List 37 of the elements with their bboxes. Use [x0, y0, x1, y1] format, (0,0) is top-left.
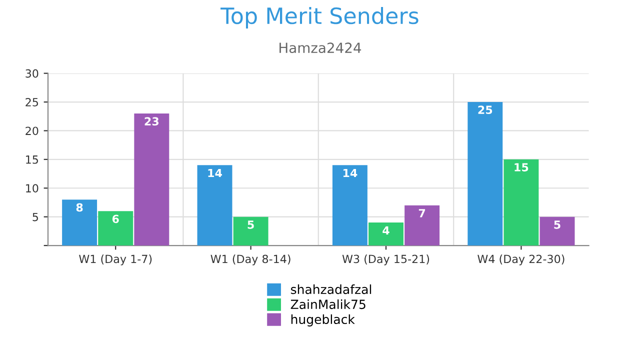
bar — [468, 102, 503, 246]
data-label: 6 — [112, 214, 119, 224]
data-label: 5 — [248, 220, 254, 229]
bar — [332, 165, 368, 246]
y-tick-label: 15 — [26, 156, 38, 164]
legend-label: hugeblack — [291, 314, 355, 326]
data-label: 8 — [76, 203, 83, 212]
legend-label: ZainMalik75 — [290, 299, 366, 310]
data-label: 5 — [554, 220, 560, 229]
data-label: 4 — [382, 226, 390, 234]
bar — [404, 205, 440, 246]
data-label: 14 — [343, 168, 358, 178]
chart-subtitle: Hamza2424 — [280, 42, 362, 54]
bar — [540, 216, 575, 246]
y-tick-label: 20 — [26, 126, 38, 136]
bar — [62, 200, 98, 246]
bar — [368, 222, 404, 246]
legend-label: shahzadafzal — [290, 284, 372, 294]
x-tick-label: W4 (Day 22-30) — [478, 254, 564, 266]
data-label: 7 — [418, 209, 426, 218]
bar — [98, 211, 134, 246]
data-label: 25 — [478, 106, 492, 114]
data-label: 14 — [208, 168, 222, 178]
bar — [197, 165, 232, 246]
y-tick-label: 30 — [26, 69, 38, 78]
y-tick-label: 25 — [26, 98, 38, 106]
x-tick-label: W3 (Day 15-21) — [342, 254, 430, 266]
data-label: 15 — [514, 163, 528, 172]
y-tick-label: 5 — [32, 212, 38, 222]
bar — [134, 113, 170, 246]
chart-title: Top Merit Senders — [220, 6, 418, 28]
y-tick-label: 10 — [26, 184, 38, 192]
bar — [504, 159, 539, 246]
data-label: 23 — [144, 117, 158, 126]
bar — [233, 216, 268, 246]
x-tick-label: W1 (Day 8-14) — [210, 254, 290, 266]
x-tick-label: W1 (Day 1-7) — [79, 254, 152, 266]
